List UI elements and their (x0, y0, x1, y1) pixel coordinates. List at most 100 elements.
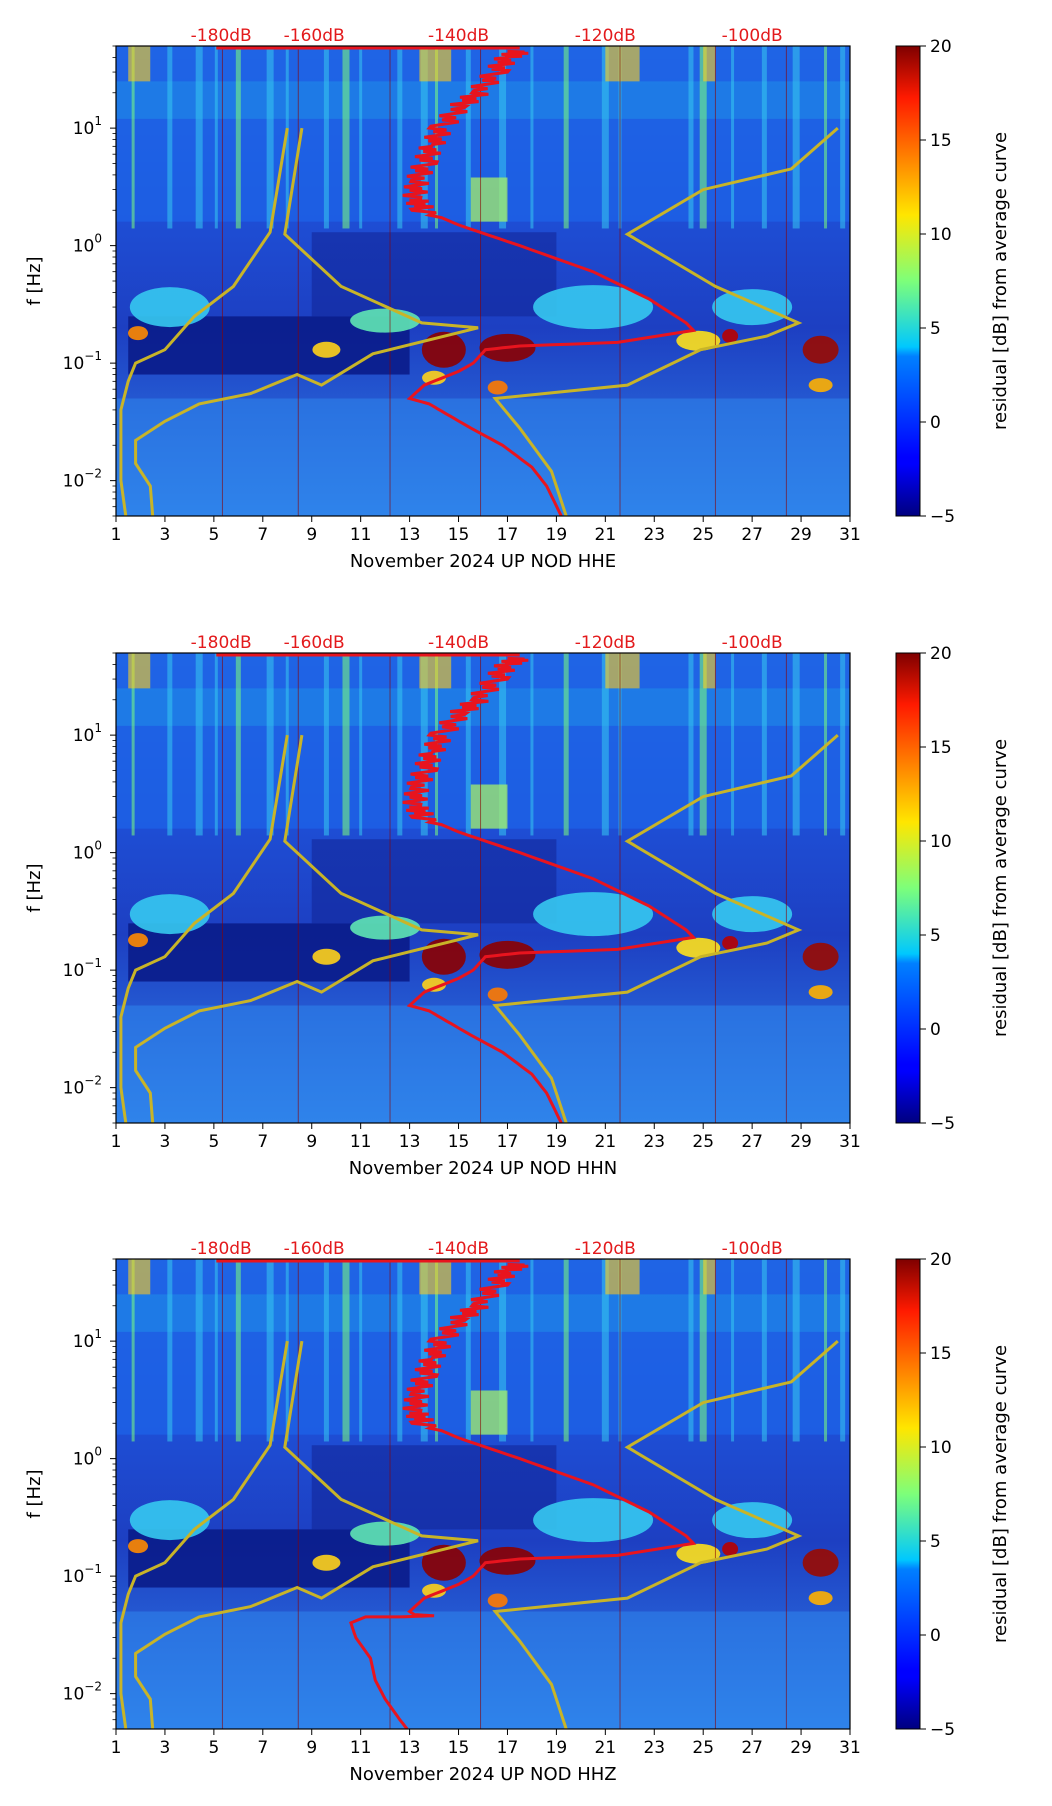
transient-stripe (214, 46, 218, 229)
microseism-blob (129, 287, 210, 328)
transient-stripe (131, 46, 135, 229)
hf-patch (128, 1259, 151, 1295)
transient-stripe (840, 653, 846, 836)
colorbar-tick-label: 20 (930, 1250, 952, 1270)
transient-stripe (731, 46, 735, 229)
microseism-blob (712, 1502, 793, 1539)
y-tick-base: 10 (73, 119, 95, 139)
x-tick-label: 31 (839, 1738, 861, 1758)
microseism-blob (422, 1583, 447, 1598)
x-tick-label: 3 (160, 1738, 171, 1758)
transient-stripe (601, 1259, 609, 1442)
microseism-blob (722, 1542, 739, 1557)
hf-patch (419, 653, 452, 689)
x-tick-label: 5 (208, 1738, 219, 1758)
average-psd-curve (349, 1262, 697, 1729)
db-scale-label: -100dB (722, 26, 783, 46)
spectrogram-2 (116, 653, 850, 1123)
microseism-blob (676, 330, 721, 351)
y-tick-base: 10 (73, 237, 95, 257)
y-tick-label: 101 (73, 1327, 102, 1352)
transient-stripe (397, 46, 403, 229)
microseism-blob (128, 326, 149, 341)
transient-stripe (235, 653, 241, 836)
microseism-blob (129, 1500, 210, 1541)
model-curve-low (119, 1340, 289, 1729)
microseism-blob (712, 289, 793, 326)
transient-stripe (323, 653, 329, 836)
transient-stripe (266, 653, 274, 836)
microseism-blob (712, 896, 793, 933)
transient-stripe (840, 1259, 846, 1442)
db-scale-label: -100dB (722, 633, 783, 653)
hf-patch (419, 46, 452, 82)
colorbar-label: residual [dB] from average curve (990, 739, 1011, 1037)
transient-stripe (499, 46, 507, 229)
transient-stripe (530, 653, 534, 836)
x-tick-label: 1 (111, 1738, 122, 1758)
y-tick-exp: 1 (94, 114, 102, 128)
x-tick-label: 1 (111, 1132, 122, 1152)
x-tick-label: 19 (546, 1132, 568, 1152)
y-tick-label: 10−2 (63, 1680, 102, 1705)
model-curve-low (134, 1340, 479, 1729)
microseism-blob (533, 285, 654, 330)
x-tick-label: 17 (497, 1132, 519, 1152)
colorbar-label: residual [dB] from average curve (990, 132, 1011, 430)
microseism-blob (129, 894, 210, 935)
x-tick-label: 7 (257, 1738, 268, 1758)
microseism-blob (312, 1554, 341, 1571)
x-tick-label: 13 (399, 1132, 421, 1152)
x-tick-label: 11 (350, 1132, 372, 1152)
y-tick-base: 10 (73, 1332, 95, 1352)
microseism-blob (722, 329, 739, 344)
transient-stripe (699, 46, 707, 229)
transient-stripe (342, 1259, 350, 1442)
x-tick-label: 3 (160, 1132, 171, 1152)
y-tick-label: 100 (73, 232, 102, 257)
colorbar: 20 15 10 5 0 −5 residual [dB] from average cur… (895, 37, 1011, 527)
y-tick-exp: −1 (84, 1562, 102, 1576)
transient-stripe (397, 653, 403, 836)
microseism-blob (808, 378, 833, 393)
colorbar-tick-label: 10 (930, 225, 952, 245)
db-scale-label: -160dB (284, 633, 345, 653)
colorbar-tick-label: 0 (930, 413, 941, 433)
y-tick-exp: −2 (84, 1074, 102, 1088)
db-scale-label: -120dB (575, 26, 636, 46)
microseism-blob (487, 987, 508, 1002)
transient-stripe (214, 1259, 218, 1442)
transient-stripe (167, 653, 173, 836)
x-tick-label: 7 (257, 525, 268, 545)
y-tick-base: 10 (63, 1567, 85, 1587)
y-tick-label: 100 (73, 839, 102, 864)
transient-stripe (792, 1259, 800, 1442)
microseism-blob (421, 331, 466, 368)
y-tick-base: 10 (63, 961, 85, 981)
model-curve-high (492, 126, 839, 516)
transient-stripe (195, 1259, 203, 1442)
model-curve-low (134, 127, 479, 516)
transient-stripe (731, 1259, 735, 1442)
x-tick-label: 23 (643, 1738, 665, 1758)
db-scale-label: -120dB (575, 1239, 636, 1259)
x-axis-title: November 2024 UP NOD HHN (349, 1158, 617, 1179)
y-tick-label: 10−2 (63, 1074, 102, 1099)
y-tick-label: 10−1 (63, 956, 102, 981)
y-axis-title: f [Hz] (24, 1469, 45, 1518)
x-tick-label: 29 (790, 1132, 812, 1152)
transient-stripe (359, 46, 363, 229)
microseism-blob (422, 370, 447, 385)
microseism-blob (722, 936, 739, 951)
x-tick-label: 23 (643, 525, 665, 545)
transient-stripe (688, 1259, 694, 1442)
microseism-blob (802, 942, 839, 971)
hf-patch (419, 1259, 452, 1295)
x-tick-label: 7 (257, 1132, 268, 1152)
transient-stripe (499, 1259, 507, 1442)
hf-patch (470, 784, 508, 829)
y-tick-label: 10−2 (63, 467, 102, 492)
colorbar-tick-label: 0 (930, 1626, 941, 1646)
transient-stripe (530, 1259, 534, 1442)
db-scale-label: -180dB (191, 26, 252, 46)
